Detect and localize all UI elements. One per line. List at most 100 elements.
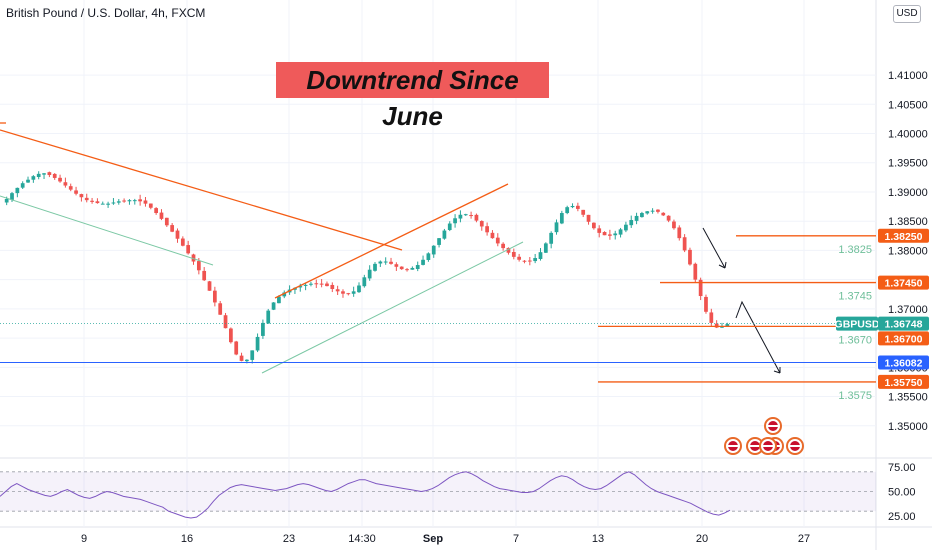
candle-body [688, 249, 692, 265]
candle-body [261, 322, 265, 336]
economic-event-icon[interactable] [724, 437, 742, 455]
candle-body [458, 214, 463, 219]
time-tick-label: 9 [81, 533, 87, 545]
candle-body [479, 221, 484, 227]
candle-body [314, 283, 319, 285]
economic-events[interactable] [724, 417, 804, 455]
candle-body [570, 206, 575, 208]
candle-body [63, 182, 68, 186]
candle-body [154, 208, 159, 214]
price-tick-label: 1.38500 [888, 216, 928, 228]
candle-body [95, 201, 100, 204]
candle-body [677, 227, 682, 239]
candle-body [186, 245, 191, 254]
candle-body [266, 310, 271, 324]
candle-body [303, 284, 308, 286]
candle-body [282, 292, 287, 297]
economic-event-icon[interactable] [764, 417, 782, 435]
candle-body [10, 193, 14, 200]
candle-body [415, 265, 420, 269]
candle-body [175, 230, 180, 239]
economic-event-icon[interactable] [786, 437, 804, 455]
economic-event-icon[interactable] [759, 437, 777, 455]
time-tick-label: 16 [181, 533, 193, 545]
event-stripe [750, 445, 760, 447]
candle-body [68, 186, 73, 190]
candle-body [704, 296, 708, 312]
candle-body [725, 324, 730, 327]
candle-body [207, 281, 212, 291]
price-label-box [878, 331, 929, 346]
candle-body [650, 210, 655, 212]
candle-body [421, 259, 425, 265]
candle-body [511, 251, 516, 257]
candle-body [373, 263, 377, 271]
candle-body [111, 202, 116, 204]
candle-body [469, 215, 473, 217]
price-label-text: 1.36082 [885, 358, 923, 370]
rsi-line [0, 471, 731, 519]
price-tick-label: 1.38000 [888, 245, 928, 257]
candle-body [132, 200, 137, 202]
level-note: 1.3575 [838, 390, 872, 402]
candle-body [346, 293, 351, 295]
candle-body [255, 336, 260, 351]
candle-body [191, 254, 196, 262]
candle-body [378, 261, 383, 264]
event-stripe [728, 445, 738, 447]
price-tick-label: 1.39500 [888, 158, 928, 170]
time-tick-label: 14:30 [348, 533, 376, 545]
candle-body [640, 213, 644, 218]
candle-body [52, 173, 57, 178]
downtrend-line [0, 129, 403, 251]
candle-body [202, 270, 207, 281]
candle-body [426, 253, 431, 260]
level-note: 1.3670 [838, 334, 872, 346]
price-tick-label: 1.37000 [888, 304, 928, 316]
candle-body [410, 267, 415, 270]
candle-body [100, 203, 105, 205]
projection-arrowhead [773, 367, 781, 374]
candle-body [442, 230, 447, 239]
candle-body [223, 315, 228, 329]
currency-button[interactable]: USD [893, 5, 921, 23]
time-tick-label: Sep [423, 533, 443, 545]
candle-body [74, 190, 78, 194]
candle-body [538, 252, 543, 259]
candle-body [592, 222, 596, 229]
price-label-box [878, 228, 929, 243]
candle-body [506, 247, 511, 253]
price-label-box [878, 355, 929, 370]
candle-body [517, 256, 522, 260]
candle-body [672, 221, 676, 229]
candle-body [79, 194, 84, 198]
candle-body [138, 199, 142, 202]
candle-body [533, 258, 538, 262]
candle-body [4, 198, 9, 203]
event-stripe [763, 445, 773, 447]
candle-body [666, 215, 671, 221]
price-label-text: 1.38250 [885, 231, 923, 243]
candle-body [463, 214, 468, 216]
candle-body [656, 209, 660, 212]
candle-body [645, 211, 650, 214]
time-tick-label: 13 [592, 533, 604, 545]
candle-body [148, 203, 153, 208]
candle-body [362, 277, 367, 287]
candle-body [170, 225, 175, 232]
candle-body [565, 207, 570, 214]
candle-body [608, 234, 612, 236]
price-tick-label: 1.40000 [888, 129, 928, 141]
rising-channel-top [274, 183, 509, 299]
downtrend-support-line [0, 195, 214, 266]
candle-body [437, 238, 441, 245]
downtrend-banner: Downtrend Since June [276, 62, 549, 131]
candle-body [212, 290, 217, 303]
candle-body [495, 237, 500, 244]
candle-body [394, 264, 399, 267]
price-label-text: 1.36700 [885, 333, 923, 345]
candle-body [682, 237, 687, 251]
